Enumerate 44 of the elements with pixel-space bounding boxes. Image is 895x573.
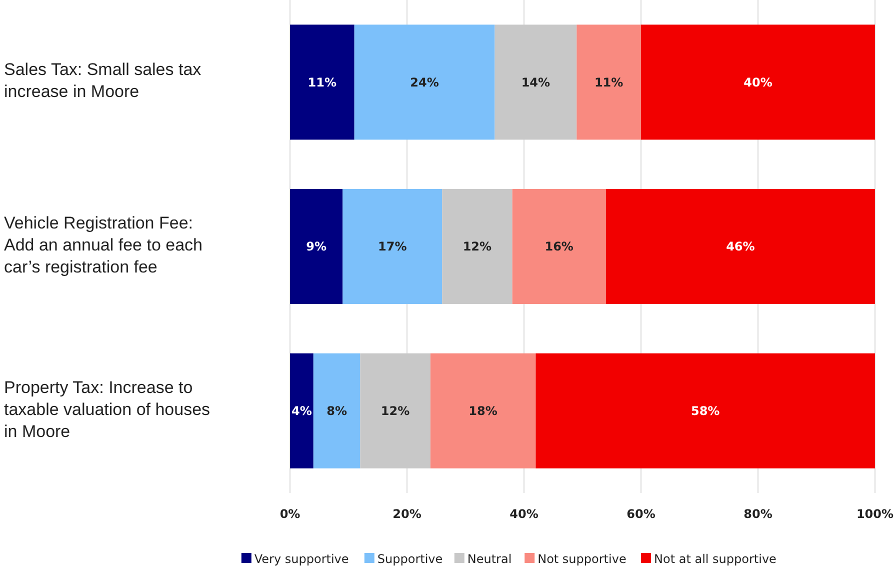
bar bbox=[512, 188, 606, 304]
x-tick-label: 20% bbox=[392, 507, 422, 521]
bar bbox=[354, 24, 495, 140]
x-tick-label: 40% bbox=[510, 507, 538, 521]
data-label: 40% bbox=[744, 75, 772, 90]
bar bbox=[342, 188, 442, 304]
data-label: 12% bbox=[462, 240, 492, 254]
y-tick-label: Sales Tax: Small sales tax increase in Moore bbox=[4, 60, 202, 102]
data-label: 4% bbox=[292, 404, 312, 418]
data-label: 58% bbox=[690, 404, 720, 418]
bar bbox=[430, 353, 536, 468]
bar bbox=[313, 353, 360, 468]
y-tick-label: Property Tax: Increase to taxable valuation of houses in Moore bbox=[4, 378, 210, 442]
bar bbox=[536, 353, 875, 468]
data-label: 24% bbox=[410, 75, 439, 90]
bar bbox=[290, 24, 354, 140]
legend-label: Neutral bbox=[467, 552, 512, 566]
bar bbox=[442, 188, 512, 304]
legend-label: Not supportive bbox=[538, 552, 626, 566]
data-label: 18% bbox=[468, 404, 498, 418]
bar bbox=[494, 24, 577, 140]
x-tick-label: 0% bbox=[280, 507, 300, 521]
x-tick-label: 100% bbox=[856, 507, 894, 521]
data-label: 16% bbox=[544, 240, 574, 254]
bar bbox=[641, 24, 875, 140]
data-label: 12% bbox=[380, 404, 410, 418]
data-label: 11% bbox=[594, 75, 624, 90]
data-label: 46% bbox=[726, 240, 755, 254]
data-label: 14% bbox=[521, 75, 550, 90]
bar bbox=[576, 24, 641, 140]
legend-label: Very supportive bbox=[254, 552, 349, 566]
bar bbox=[606, 188, 875, 304]
bar bbox=[290, 353, 314, 468]
bar bbox=[360, 353, 430, 468]
bar bbox=[290, 188, 343, 304]
data-label: 8% bbox=[326, 404, 347, 418]
x-tick-label: 80% bbox=[744, 507, 772, 521]
legend-label: Not at all supportive bbox=[654, 552, 776, 566]
data-label: 17% bbox=[378, 240, 407, 254]
data-label: 9% bbox=[306, 240, 327, 254]
data-label: 11% bbox=[308, 75, 337, 90]
legend-label: Supportive bbox=[377, 552, 443, 566]
y-tick-label: Vehicle Registration Fee: Add an annual fee to each car’s registration fee bbox=[4, 214, 202, 277]
x-tick-label: 60% bbox=[626, 507, 656, 521]
